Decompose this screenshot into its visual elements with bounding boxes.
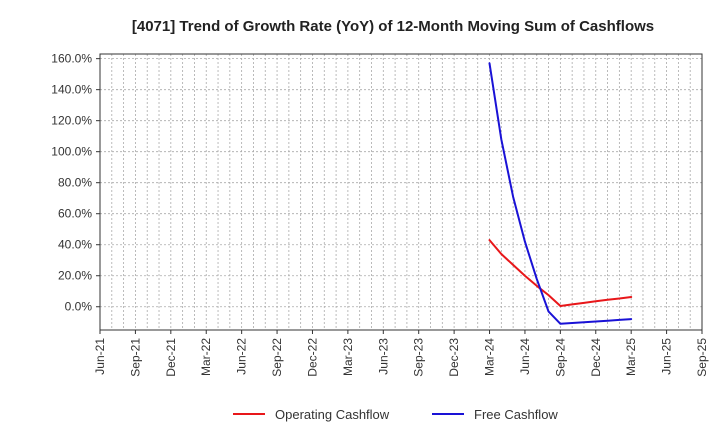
y-tick-label: 0.0%	[65, 300, 93, 314]
y-tick-label: 100.0%	[51, 145, 92, 159]
x-tick-label: Mar-25	[624, 338, 638, 376]
y-axis-ticks: 0.0% 20.0% 40.0% 60.0% 80.0% 100.0% 120.0% 140.…	[51, 52, 100, 314]
y-tick-label: 60.0%	[58, 207, 92, 221]
x-tick-label: Sep-22	[270, 338, 284, 377]
series-layer	[488, 62, 633, 325]
x-tick-label: Mar-23	[341, 338, 355, 376]
y-tick-label: 140.0%	[51, 83, 92, 97]
legend: Operating Cashflow Free Cashflow	[233, 407, 558, 422]
x-tick-label: Sep-21	[128, 338, 142, 377]
chart-title: [4071] Trend of Growth Rate (YoY) of 12-…	[132, 18, 654, 35]
x-tick-label: Dec-23	[447, 338, 461, 377]
x-tick-label: Jun-22	[235, 338, 249, 375]
plot-frame	[99, 53, 703, 331]
y-tick-label: 160.0%	[51, 52, 92, 66]
grid	[100, 54, 702, 330]
x-tick-label: Dec-24	[589, 338, 603, 377]
x-tick-label: Dec-22	[305, 338, 319, 377]
x-tick-label: Jun-25	[660, 338, 674, 375]
x-tick-label: Dec-21	[164, 338, 178, 377]
legend-label: Free Cashflow	[474, 407, 558, 422]
y-tick-label: 80.0%	[58, 176, 92, 190]
x-tick-label: Jun-23	[376, 338, 390, 375]
y-tick-label: 40.0%	[58, 238, 92, 252]
x-tick-label: Sep-24	[553, 338, 567, 377]
legend-label: Operating Cashflow	[275, 407, 390, 422]
y-tick-label: 20.0%	[58, 269, 92, 283]
x-axis-ticks: Jun-21 Sep-21 Dec-21 Mar-22 Jun-22 Sep-22 Dec-…	[93, 330, 709, 377]
y-tick-label: 120.0%	[51, 114, 92, 128]
x-tick-label: Mar-24	[483, 338, 497, 376]
x-tick-label: Sep-23	[412, 338, 426, 377]
x-tick-label: Jun-24	[518, 338, 532, 375]
series-line-free-cashflow	[488, 62, 633, 325]
x-tick-label: Sep-25	[695, 338, 709, 377]
series-line-operating-cashflow	[488, 239, 633, 307]
x-tick-label: Jun-21	[93, 338, 107, 375]
x-tick-label: Mar-22	[199, 338, 213, 376]
